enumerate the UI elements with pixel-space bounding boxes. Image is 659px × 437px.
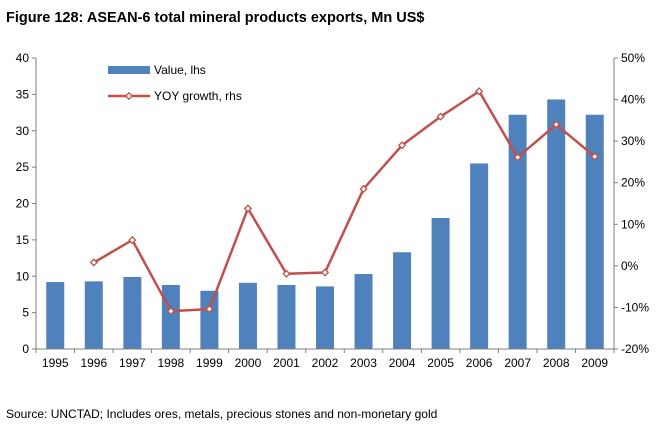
growth-marker-2009 (590, 152, 599, 161)
bar-1995 (46, 282, 65, 349)
growth-marker-2006 (475, 87, 484, 96)
y-left-tick-label: 35 (16, 87, 30, 101)
growth-marker-2002 (320, 268, 330, 277)
x-tick-label-2000: 2000 (235, 356, 262, 370)
x-tick-label-2002: 2002 (312, 356, 339, 370)
y-left-tick-label: 15 (16, 233, 30, 247)
growth-line-layer (89, 87, 599, 316)
x-tick-label-2005: 2005 (427, 356, 454, 370)
growth-marker-2005 (436, 112, 445, 121)
source-note: Source: UNCTAD; Includes ores, metals, p… (6, 407, 438, 421)
growth-marker-1996 (89, 258, 98, 267)
bar-2004 (393, 252, 412, 349)
y-left-tick-label: 40 (16, 51, 30, 65)
growth-marker-1998 (166, 307, 175, 316)
y-left-tick-label: 25 (16, 160, 30, 174)
x-tick-label-1999: 1999 (196, 356, 223, 370)
growth-marker-1997 (128, 235, 137, 245)
bar-2008 (547, 99, 566, 349)
bar-2001 (277, 284, 296, 349)
bar-2006 (470, 163, 489, 349)
growth-marker-2007 (513, 153, 522, 162)
bar-1997 (123, 276, 142, 349)
x-tick-label-1997: 1997 (119, 356, 146, 370)
y-right-tick-label: 40% (621, 93, 645, 107)
bar-2003 (354, 274, 373, 349)
x-tick-label-2009: 2009 (581, 356, 608, 370)
bar-2009 (585, 114, 604, 350)
growth-line (93, 90, 596, 313)
bar-1999 (200, 290, 219, 349)
x-tick-label-2008: 2008 (543, 356, 570, 370)
legend-bar-swatch (108, 66, 150, 74)
y-right-tick-label: 20% (621, 176, 645, 190)
y-right-tick-label: 50% (621, 51, 645, 65)
bars-layer (46, 99, 604, 350)
growth-marker-2001 (282, 269, 291, 278)
y-right-tick-label: -10% (621, 300, 649, 314)
x-tick-label-1996: 1996 (80, 356, 107, 370)
legend-value-label: Value, lhs (154, 63, 206, 77)
x-tick-label-2004: 2004 (389, 356, 416, 370)
x-tick-label-2007: 2007 (504, 356, 531, 370)
x-tick-label-1998: 1998 (158, 356, 185, 370)
y-right-tick-label: -20% (621, 342, 649, 356)
y-left-tick-label: 10 (16, 269, 30, 283)
chart-title: Figure 128: ASEAN-6 total mineral produc… (6, 10, 425, 26)
bar-2007 (508, 114, 527, 350)
growth-marker-2008 (552, 120, 561, 129)
legend: Value, lhs YOY growth, rhs (108, 63, 242, 103)
growth-marker-2000 (243, 204, 253, 213)
legend-diamond-icon (124, 91, 134, 101)
x-tick-label-2003: 2003 (350, 356, 377, 370)
x-tick-label-1995: 1995 (42, 356, 69, 370)
y-left-tick-label: 0 (22, 342, 29, 356)
bar-1996 (84, 281, 103, 349)
y-left-tick-label: 30 (16, 124, 30, 138)
legend-growth-label: YOY growth, rhs (154, 89, 242, 103)
y-left-tick-label: 5 (22, 306, 29, 320)
bar-1998 (161, 284, 180, 349)
growth-marker-2004 (397, 141, 407, 150)
x-tick-label-2006: 2006 (466, 356, 493, 370)
y-right-tick-label: 10% (621, 217, 645, 231)
growth-marker-2003 (359, 184, 368, 194)
x-tick-label-2001: 2001 (273, 356, 300, 370)
bar-2002 (316, 286, 334, 349)
bar-2000 (238, 282, 257, 349)
y-right-tick-label: 0% (621, 259, 639, 273)
y-left-tick-label: 20 (16, 197, 30, 211)
y-right-tick-label: 30% (621, 134, 645, 148)
growth-marker-1999 (205, 304, 214, 314)
bar-2005 (431, 218, 450, 349)
axes-layer: 0 5 10 15 20 25 30 35 40 -20% -10% 0% 10% 20% 30% 40% 50… (16, 51, 650, 370)
